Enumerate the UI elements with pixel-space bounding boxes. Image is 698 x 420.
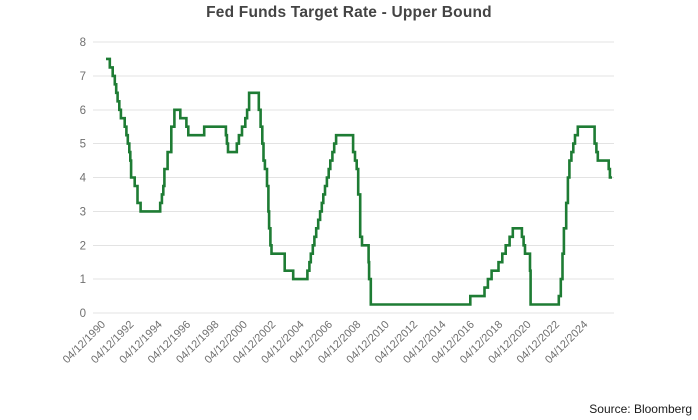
chart-title: Fed Funds Target Rate - Upper Bound	[206, 4, 492, 21]
y-axis-tick-label: 2	[80, 240, 86, 252]
y-axis-tick-label: 5	[80, 139, 86, 151]
rate-step-line	[106, 57, 612, 306]
y-axis-tick-label: 6	[80, 105, 86, 117]
y-axis-tick-label: 0	[80, 308, 86, 320]
y-axis-tick-label: 1	[80, 274, 86, 286]
y-axis-tick-label: 3	[80, 206, 86, 218]
source-label: Source: Bloomberg	[589, 402, 692, 416]
y-axis-tick-label: 4	[80, 173, 87, 185]
y-axis-tick-label: 7	[80, 71, 86, 83]
y-axis-tick-label: 8	[80, 37, 86, 49]
